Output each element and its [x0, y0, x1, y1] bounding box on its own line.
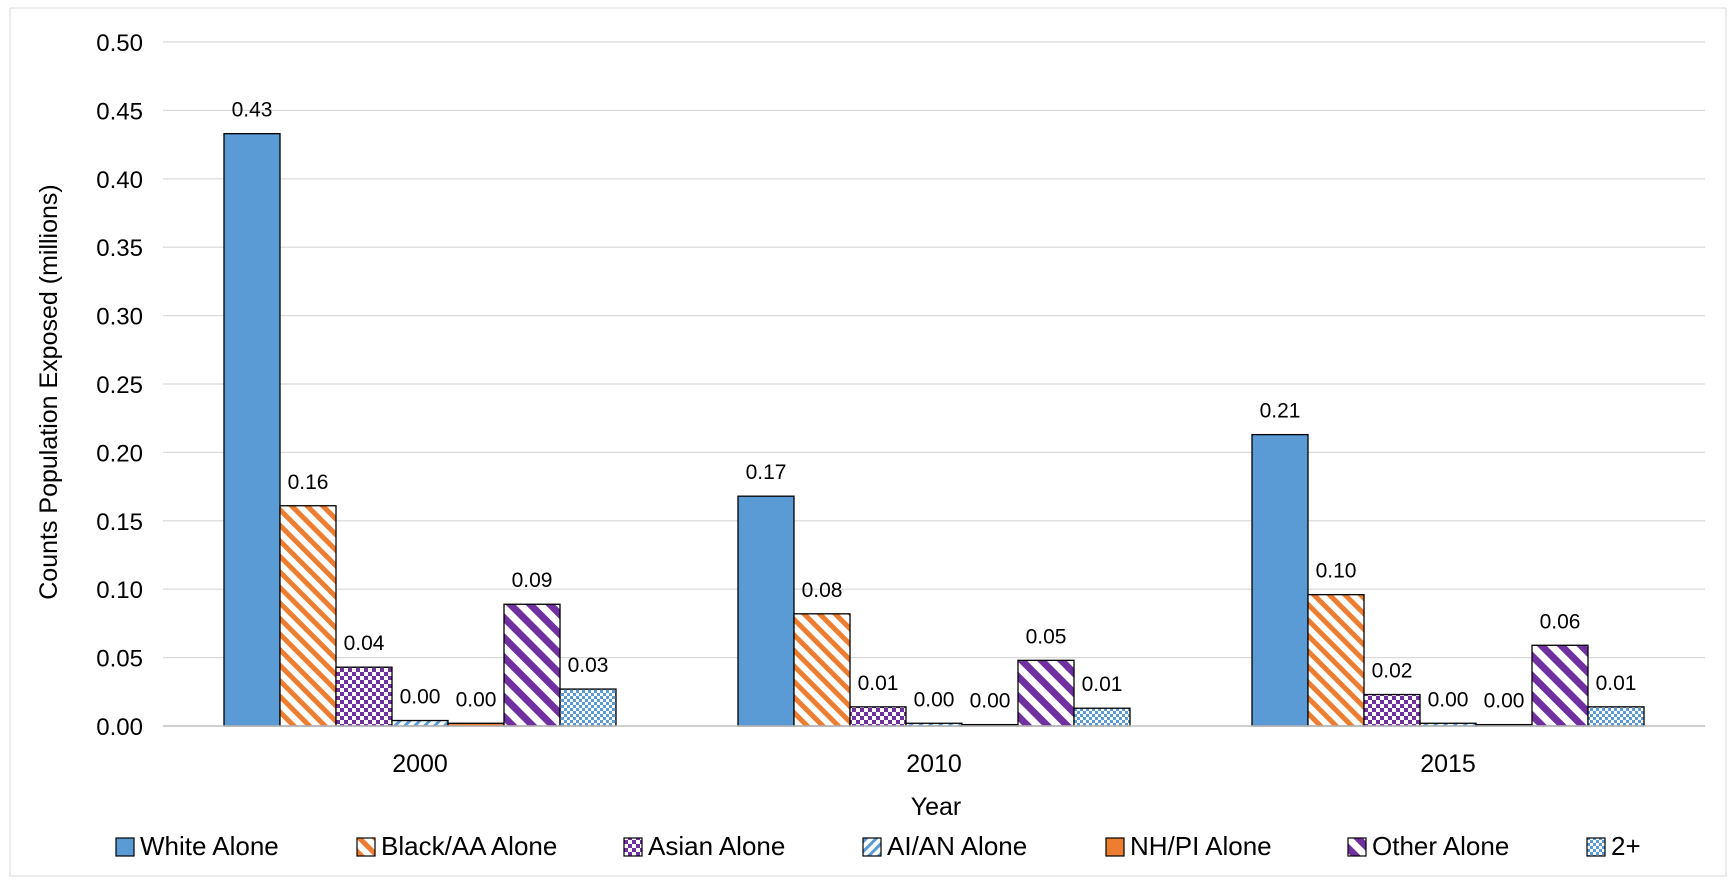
- y-tick-label: 0.05: [96, 646, 143, 673]
- legend-item: 2+: [1586, 831, 1641, 861]
- bar: [503, 603, 561, 727]
- legend-label: Asian Alone: [648, 831, 785, 861]
- bar: [737, 495, 795, 727]
- legend-label: Black/AA Alone: [381, 831, 557, 861]
- data-label: 0.00: [400, 686, 441, 709]
- y-tick-label: 0.50: [96, 30, 143, 57]
- legend-swatch: [623, 837, 643, 857]
- legend-item: NH/PI Alone: [1105, 831, 1272, 861]
- data-label: 0.43: [232, 99, 273, 122]
- data-label: 0.01: [1596, 672, 1637, 695]
- bar: [793, 613, 851, 727]
- bar: [1587, 706, 1645, 727]
- data-label: 0.03: [568, 654, 609, 677]
- legend-swatch: [1586, 837, 1606, 857]
- legend-label: 2+: [1611, 831, 1641, 861]
- data-label: 0.05: [1026, 625, 1067, 648]
- legend-item: AI/AN Alone: [862, 831, 1027, 861]
- data-label: 0.00: [1428, 688, 1469, 711]
- bar: [1307, 594, 1365, 727]
- data-label: 0.21: [1260, 400, 1301, 423]
- data-label: 0.00: [456, 688, 497, 711]
- bar: [1251, 433, 1309, 727]
- legend-label: NH/PI Alone: [1130, 831, 1272, 861]
- legend-swatch: [115, 837, 135, 857]
- gridlines: [163, 41, 1705, 659]
- data-label: 0.01: [858, 672, 899, 695]
- axes: 0.00 0.05 0.10 0.15 0.20 0.25 0.30 0.35 0.40 0.45…: [96, 30, 1705, 778]
- legend-label: Other Alone: [1372, 831, 1509, 861]
- legend-item: White Alone: [115, 831, 279, 861]
- data-label: 0.04: [344, 632, 385, 655]
- legend: White Alone Black/AA Alone Asian Alone AI/A…: [115, 831, 1641, 861]
- x-tick-label: 2010: [906, 750, 962, 778]
- y-tick-label: 0.10: [96, 577, 143, 604]
- data-label: 0.02: [1372, 660, 1413, 683]
- data-labels: 0.43 0.16 0.04 0.00 0.00 0.09 0.03 0.17 0.08 0.01…: [232, 99, 1637, 713]
- bar: [223, 133, 281, 727]
- legend-swatch: [356, 837, 376, 857]
- y-tick-label: 0.20: [96, 440, 143, 467]
- bar: [559, 688, 617, 727]
- data-label: 0.06: [1540, 610, 1581, 633]
- data-label: 0.10: [1316, 560, 1357, 583]
- data-label: 0.00: [970, 690, 1011, 713]
- bar: [335, 666, 393, 727]
- y-tick-label: 0.25: [96, 372, 143, 399]
- legend-label: White Alone: [140, 831, 279, 861]
- bar: [1073, 707, 1131, 727]
- bar: [1363, 693, 1421, 727]
- data-label: 0.00: [1484, 690, 1525, 713]
- data-label: 0.09: [512, 569, 553, 592]
- y-tick-label: 0.15: [96, 509, 143, 536]
- bar: [391, 719, 449, 727]
- y-tick-label: 0.35: [96, 235, 143, 262]
- bar: [1017, 659, 1075, 727]
- data-label: 0.01: [1082, 673, 1123, 696]
- y-axis-title: Counts Population Exposed (millions): [35, 184, 63, 600]
- legend-swatch: [1347, 837, 1367, 857]
- y-tick-label: 0.45: [96, 98, 143, 125]
- y-tick-label: 0.00: [96, 714, 143, 741]
- x-tick-label: 2015: [1420, 750, 1476, 778]
- bar: [279, 505, 337, 727]
- legend-swatch: [1105, 837, 1125, 857]
- y-tick-label: 0.40: [96, 167, 143, 194]
- legend-item: Other Alone: [1347, 831, 1509, 861]
- legend-item: Black/AA Alone: [356, 831, 557, 861]
- data-label: 0.17: [746, 461, 787, 484]
- legend-label: AI/AN Alone: [887, 831, 1027, 861]
- data-label: 0.00: [914, 688, 955, 711]
- x-axis-title: Year: [911, 793, 962, 821]
- data-label: 0.08: [802, 579, 843, 602]
- y-tick-label: 0.30: [96, 304, 143, 331]
- x-tick-label: 2000: [392, 750, 448, 778]
- legend-item: Asian Alone: [623, 831, 785, 861]
- chart-border: [9, 7, 1727, 877]
- bar: [1531, 644, 1589, 727]
- bar: [849, 706, 907, 727]
- legend-swatch: [862, 837, 882, 857]
- data-label: 0.16: [288, 471, 329, 494]
